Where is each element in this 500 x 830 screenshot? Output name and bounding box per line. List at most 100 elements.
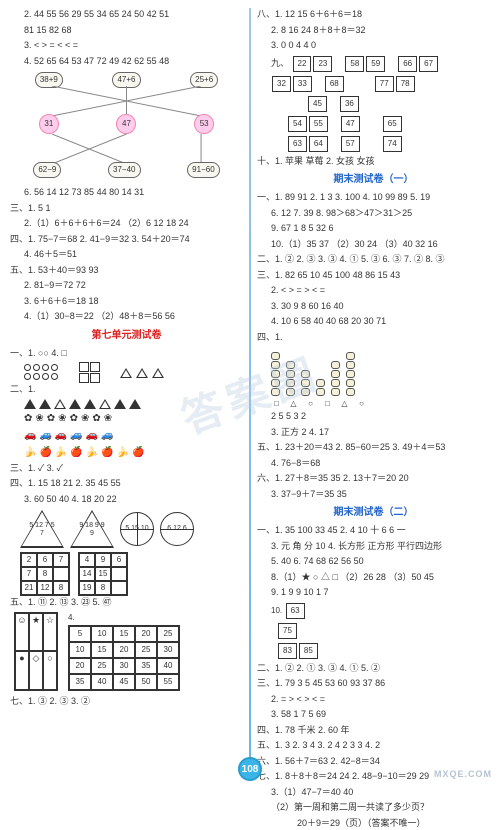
- diagram-node: 37−40: [108, 162, 140, 178]
- text-line: 4. 46＋5＝51: [10, 248, 243, 262]
- text-line: 3. 58 1 7 5 69: [257, 708, 490, 722]
- box-number-set: 九、 2223 5859 6667: [271, 55, 490, 73]
- page-container: 2. 44 55 56 29 55 34 65 24 50 42 51 81 1…: [0, 0, 500, 785]
- text-line: 五、1. 53＋40＝93 93: [10, 264, 243, 278]
- flower-icon: ✿: [24, 411, 32, 426]
- text-line: 3. 30 9 8 60 16 40: [257, 300, 490, 314]
- text-line: 四、1. 15 18 21 2. 35 45 55: [10, 477, 243, 491]
- text-line: 9. 1 9 9 10 1 7: [257, 586, 490, 600]
- square-stack-icon: [79, 362, 100, 383]
- stack-chart: [271, 346, 490, 396]
- text-line: 十、1. 苹果 草莓 2. 女孩 女孩: [257, 155, 490, 169]
- text-line: 2.（1）6＋6＋6＋6＝24 （2）6 12 18 24: [10, 217, 243, 231]
- text-line: 3. 正方 2 4. 17: [257, 426, 490, 440]
- box-number-set: 6364 57 74: [287, 135, 490, 153]
- text-line: 三、1. ✓ 3. ✓: [10, 462, 243, 476]
- text-line: 五、1. ⑪ 2. ⑬ 3. ㉓ 5. ㊼: [10, 596, 243, 610]
- text-line: 八、1. 12 15 6＋6＋6＝18: [257, 8, 490, 22]
- box-number-set: 3233 68 7778: [271, 75, 490, 93]
- text-line: 6. 56 14 12 73 85 44 80 14 31: [10, 186, 243, 200]
- circle-diagram: 6 12 6: [160, 512, 194, 546]
- text-line: 二、1. ② 2. ① 3. ③ 4. ① 5. ②: [257, 662, 490, 676]
- text-line: 6. 12 7. 39 8. 98＞68＞47＞31＞25: [257, 207, 490, 221]
- text-line: 2. = > < > < =: [257, 693, 490, 707]
- flower-node: 53: [194, 114, 214, 134]
- text-line: 二、1. ② 2. ③ 3. ③ 4. ① 5. ③ 6. ③ 7. ② 8. …: [257, 253, 490, 267]
- section-header: 期末测试卷（二）: [257, 505, 490, 520]
- connector-lines: [10, 86, 243, 116]
- pattern-row: [24, 399, 243, 409]
- page-number: 108: [238, 757, 262, 781]
- text-line: 五、1. 3 2. 3 4 3. 2 4 2 3 3 4. 2: [257, 739, 490, 753]
- triangle-diagram: 5 12 7 5 7: [20, 510, 64, 548]
- text-line: 8.（1）★ ○ △ □ （2）26 28 （3）50 45: [257, 571, 490, 585]
- text-line: 一、1. 89 91 2. 1 3 3. 100 4. 10 99 89 5. …: [257, 191, 490, 205]
- banana-icon: 🍌: [24, 445, 36, 460]
- text-line: 3. < > = < < =: [10, 39, 243, 53]
- pattern-row: ✿❀✿❀✿❀✿❀: [24, 411, 243, 426]
- number-table: 510152025101520253020253035403540455055: [68, 625, 180, 691]
- box-number-set: 5455 47 65: [287, 115, 490, 133]
- box-number-set: 10. 63: [271, 602, 490, 620]
- text-line: 四、1.: [257, 331, 490, 345]
- text-line: 3. 60 50 40 4. 18 20 22: [10, 493, 243, 507]
- text-line: 2. 8 16 24 8＋8＋8＝32: [257, 24, 490, 38]
- connection-diagram: 38+9 47+6 25+6 31 47 53 62−9 37−40: [10, 72, 243, 182]
- shape-number-row: 5 12 7 5 7 9 18 9 9 9 5 15 10 6 12 6: [20, 510, 243, 548]
- text-line: 5. 40 6. 74 68 62 56 50: [257, 555, 490, 569]
- text-line: 三、1. 82 65 10 45 100 48 86 15 43: [257, 269, 490, 283]
- flower-node: 47: [116, 114, 136, 134]
- text-line: 2. 44 55 56 29 55 34 65 24 50 42 51: [10, 8, 243, 22]
- text-line: 20＋9＝29（页）（答案不唯一）: [257, 817, 490, 830]
- rect-number-row: 267 78 21128 496 1415 198: [20, 552, 243, 596]
- text-line: 六、1. 56＋7＝63 2. 42−8＝34: [257, 755, 490, 769]
- text-line: 4. 52 65 64 53 47 72 49 42 62 55 48: [10, 55, 243, 69]
- text-line: （2）第一周和第二周一共读了多少页？: [257, 801, 490, 815]
- text-line: 三、1. 79 3 5 45 53 60 93 37 86: [257, 677, 490, 691]
- footer-mark: MXQE.COM: [434, 769, 492, 779]
- diagram-node: 91−60: [187, 162, 219, 178]
- box-number-set: 8385: [277, 642, 490, 660]
- circle-diagram: 5 15 10: [120, 512, 154, 546]
- grid-label: 4.: [68, 612, 180, 624]
- text-line: 4.（1）30−8＝22 （2）48＋8＝56 56: [10, 310, 243, 324]
- pattern-row: 🍌🍎🍌🍎🍌🍎🍌🍎: [24, 445, 243, 460]
- text-line: 9. 67 1 8 5 32 6: [257, 222, 490, 236]
- text-line: 五、1. 23＋20＝43 2. 85−60＝25 3. 49＋4＝53: [257, 441, 490, 455]
- stack-labels: □△○□△○: [271, 398, 490, 410]
- text-line: 2. 81−9＝72 72: [10, 279, 243, 293]
- section-header: 期末测试卷（一）: [257, 172, 490, 187]
- text-line: 一、1. 35 100 33 45 2. 4 10 十 6 6 一: [257, 524, 490, 538]
- text-line: 3.（1）47−7＝40 40: [257, 786, 490, 800]
- text-line: 四、1. 78 千米 2. 60 年: [257, 724, 490, 738]
- section-header: 第七单元测试卷: [10, 328, 243, 343]
- symbol-grid: ☺ ★ ☆ ● ◇ ○: [14, 612, 58, 691]
- text-line: 二、1.: [10, 383, 243, 397]
- text-line: 四、1. 75−7＝68 2. 41−9＝32 3. 54＋20＝74: [10, 233, 243, 247]
- pattern-row: 🚗🚙🚗🚙🚗🚙: [24, 428, 243, 443]
- text-line: 2. < > = > < =: [257, 284, 490, 298]
- text-line: 3. 0 0 4 4 0: [257, 39, 490, 53]
- car-icon: 🚗: [24, 428, 36, 443]
- box-number-set: 45 36: [307, 95, 490, 113]
- text-line: 10.（1）35 37 （2）30 24 （3）40 32 16: [257, 238, 490, 252]
- column-divider: [249, 8, 251, 765]
- text-line: 4. 76−8＝68: [257, 457, 490, 471]
- shape-examples: [24, 362, 243, 383]
- text-line: 六、1. 27＋8＝35 35 2. 13＋7＝20 20: [257, 472, 490, 486]
- flower-node: 31: [39, 114, 59, 134]
- text-line: 2 5 5 3 2: [257, 410, 490, 424]
- grid-section: ☺ ★ ☆ ● ◇ ○ 4. 5101520251015202530202530…: [14, 612, 243, 691]
- triangle-row-icon: [120, 364, 164, 381]
- triangle-diagram: 9 18 9 9 9: [70, 510, 114, 548]
- text-line: 3. 6＋6＋6＝18 18: [10, 295, 243, 309]
- text-line: 七、1. ③ 2. ③ 3. ②: [10, 695, 243, 709]
- text-line: 3. 37−9＋7＝35 35: [257, 488, 490, 502]
- left-column: 2. 44 55 56 29 55 34 65 24 50 42 51 81 1…: [6, 8, 247, 765]
- text-line: 4. 10 6 58 40 40 68 20 30 71: [257, 315, 490, 329]
- dot-grid-icon: [24, 364, 59, 381]
- text-line: 一、1. ○○ 4. □: [10, 347, 243, 361]
- right-column: 八、1. 12 15 6＋6＋6＝18 2. 8 16 24 8＋8＋8＝32 …: [253, 8, 494, 765]
- box-number-set: 75: [277, 622, 490, 640]
- number-grid: 496 1415 198: [78, 552, 128, 596]
